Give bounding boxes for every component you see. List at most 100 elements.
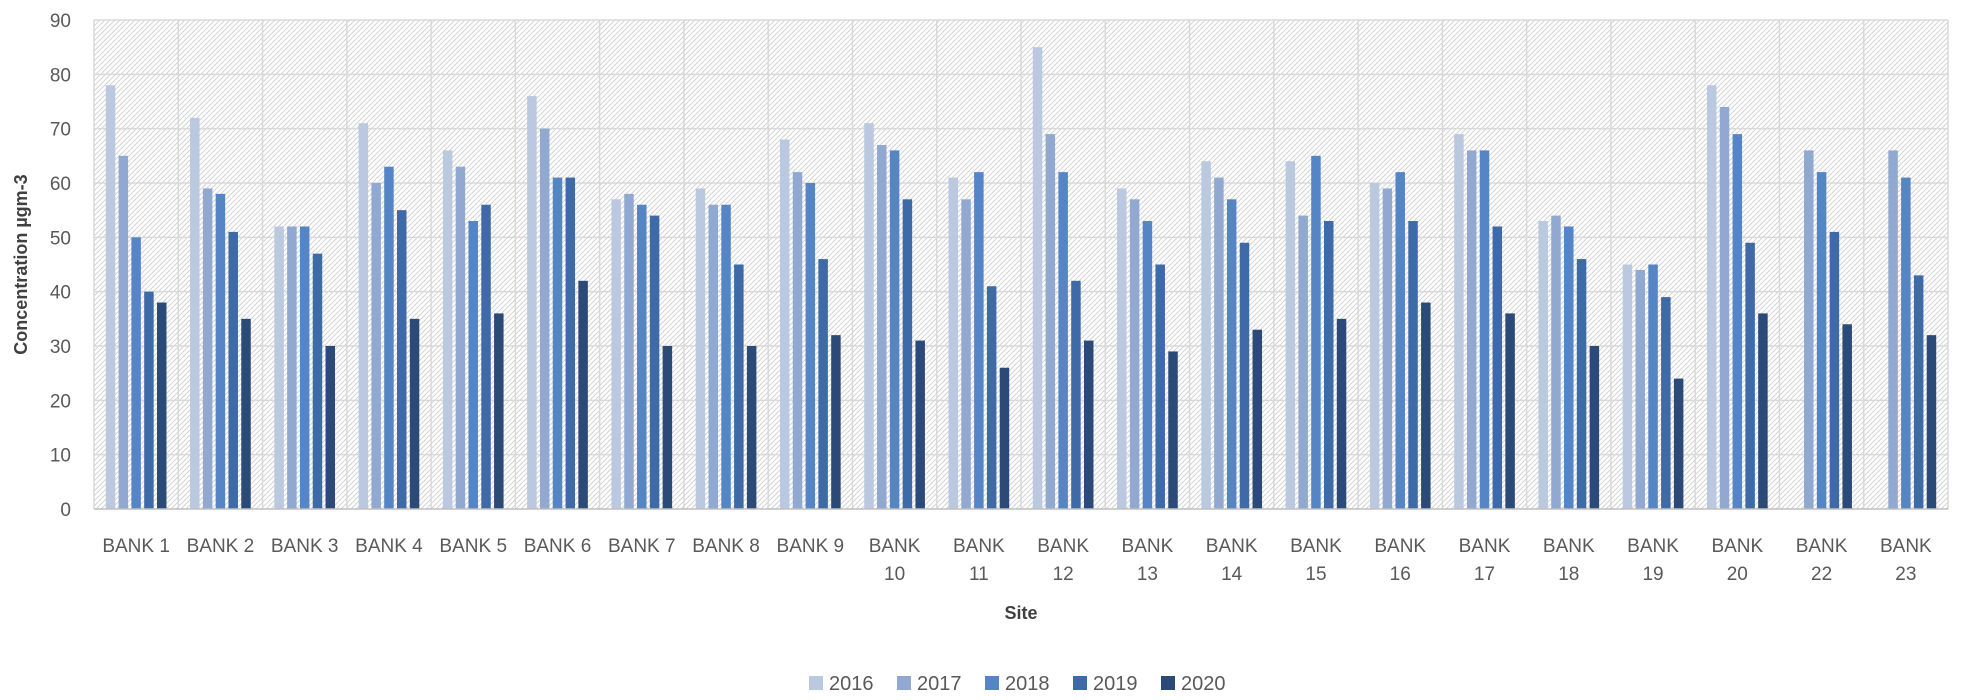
legend-swatch (1073, 676, 1087, 690)
x-tick-label: BANK (1880, 536, 1932, 557)
legend-swatch (809, 676, 823, 690)
bar-2020 (1168, 351, 1178, 509)
bar-2016 (948, 177, 959, 510)
bar-2018 (1732, 134, 1743, 509)
bar-2016 (1201, 161, 1211, 509)
y-tick-label: 0 (60, 500, 71, 521)
x-tick-label: 15 (1305, 564, 1326, 585)
legend-label: 2020 (1181, 673, 1226, 695)
x-tick-label: BANK (1037, 536, 1089, 557)
bar-2017 (1466, 150, 1477, 509)
x-tick-label: BANK (1627, 536, 1679, 557)
bar-2019 (1576, 259, 1587, 509)
x-tick-label: BANK (1796, 536, 1848, 557)
bar-2016 (105, 85, 116, 509)
y-tick-label: 90 (50, 11, 71, 32)
y-tick-label: 50 (50, 228, 71, 249)
legend-swatch (985, 676, 999, 690)
bar-2016 (695, 188, 706, 509)
bar-2019 (1155, 264, 1165, 509)
bar-2019 (397, 210, 407, 509)
x-tick-label: BANK (1122, 536, 1174, 557)
bar-2020 (241, 318, 251, 509)
bar-2020 (831, 335, 841, 509)
bar-2020 (156, 302, 167, 509)
bar-2020 (1421, 302, 1431, 509)
bar-2019 (1408, 221, 1418, 510)
bar-2017 (371, 183, 381, 509)
bar-2019 (1071, 280, 1081, 509)
bar-2019 (1913, 275, 1924, 509)
bar-2018 (384, 166, 394, 509)
bar-2017 (118, 155, 129, 510)
bar-2019 (144, 291, 154, 509)
bar-2016 (190, 117, 200, 510)
bar-2016 (1285, 161, 1296, 509)
bar-2017 (1214, 177, 1224, 510)
x-tick-label: BANK (1711, 536, 1763, 557)
legend-label: 2019 (1093, 673, 1138, 695)
y-tick-label: 80 (50, 65, 71, 86)
bar-2019 (734, 264, 744, 509)
bar-2018 (215, 193, 226, 509)
bar-2017 (1635, 269, 1645, 509)
x-tick-label: 10 (884, 564, 905, 585)
bar-2018 (1226, 199, 1237, 510)
y-tick-label: 40 (50, 283, 71, 304)
y-tick-label: 20 (50, 391, 71, 412)
bar-2018 (721, 204, 731, 509)
x-tick-label: BANK 7 (608, 536, 676, 557)
bar-2016 (1032, 47, 1043, 510)
legend-item-2016: 2016 (809, 673, 874, 695)
bar-2019 (649, 215, 660, 509)
bar-2016 (274, 226, 284, 509)
legend-swatch (1161, 676, 1175, 690)
x-tick-label: BANK 4 (355, 536, 423, 557)
y-axis-title: Concentration µgm-3 (11, 174, 31, 354)
bar-2020 (494, 313, 504, 509)
bar-2019 (902, 199, 913, 510)
bar-2020 (662, 346, 673, 509)
x-tick-label: BANK (1543, 536, 1595, 557)
x-tick-label: 12 (1053, 564, 1074, 585)
bar-2020 (1083, 340, 1094, 509)
legend-label: 2017 (917, 673, 962, 695)
bar-2019 (1239, 242, 1250, 509)
bar-2020 (999, 367, 1010, 509)
x-tick-label: BANK 5 (439, 536, 507, 557)
bar-2019 (481, 204, 491, 509)
bar-2019 (1324, 221, 1334, 510)
bar-2020 (1589, 346, 1600, 509)
bar-2020 (746, 346, 757, 509)
bars (105, 47, 1937, 510)
bar-2018 (889, 150, 900, 509)
bar-2018 (468, 221, 478, 510)
bar-2017 (1382, 188, 1393, 509)
axes: 0 10 20 30 40 50 60 70 80 90 BANK 1 BANK 2 BANK 3 BAN… (50, 11, 1948, 585)
bar-2017 (1045, 134, 1056, 509)
bar-2020 (1505, 313, 1515, 509)
bar-2020 (1336, 318, 1347, 509)
x-tick-label: 11 (969, 564, 989, 585)
x-tick-label: 20 (1727, 564, 1748, 585)
bar-2020 (409, 318, 420, 509)
y-tick-label: 10 (50, 446, 71, 467)
bar-2016 (864, 123, 874, 509)
bar-2020 (1673, 378, 1684, 509)
x-axis-title: Site (1004, 603, 1037, 623)
bar-2017 (877, 144, 887, 509)
bar-2017 (539, 128, 550, 509)
bar-2018 (1816, 172, 1827, 509)
bar-2018 (1311, 155, 1321, 510)
x-tick-label: BANK (1206, 536, 1258, 557)
x-tick-label: 22 (1811, 564, 1832, 585)
bar-2017 (1719, 106, 1730, 509)
bar-2018 (1564, 226, 1574, 509)
bar-2016 (1706, 85, 1717, 509)
x-tick-label: BANK (1290, 536, 1342, 557)
bar-2016 (611, 199, 621, 510)
x-tick-label: BANK (1374, 536, 1426, 557)
x-tick-label: 16 (1390, 564, 1411, 585)
